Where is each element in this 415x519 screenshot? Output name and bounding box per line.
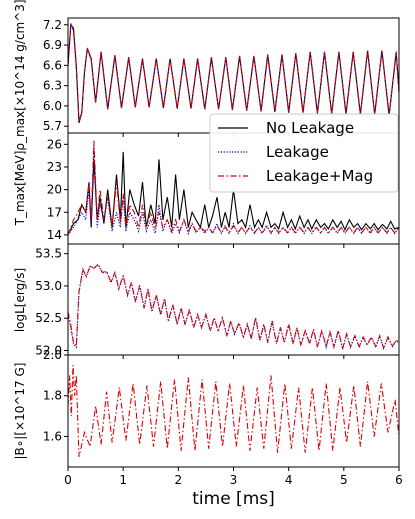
y-axis-label: logL[erg/s] [13,268,27,332]
series-leakage-mag-line [68,23,399,121]
legend: No Leakage Leakage Leakage+Mag [209,113,399,193]
legend-label: No Leakage [266,119,354,137]
y-tick-label: 26 [47,137,62,151]
panel-1: 7.2 6.9 6.6 6.3 6.0 5.7 ρ_max[×10^14 g/cm^3] [13,0,400,151]
y-tick-label: 7.2 [43,18,62,32]
x-tick-label: 0 [64,473,72,487]
y-tick-label: 14 [47,228,62,242]
y-tick-label: 17 [47,205,62,219]
x-tick-label: 1 [119,473,127,487]
x-tick-label: 6 [395,473,403,487]
panel-3: 53.5 53.0 52.5 52.0 logL[erg/s] [13,243,400,359]
y-tick-label: 52.5 [35,311,62,325]
y-tick-label: 2.0 [43,348,62,362]
legend-label: Leakage [266,143,329,161]
panel-4: 2.0 1.8 1.6 0 1 2 3 4 5 6 |B∘|[×10^17 G] time [ms] [13,348,403,509]
y-tick-label: 53.5 [35,247,62,261]
y-tick-label: 6.3 [43,79,62,93]
series-leakage-line [68,144,399,236]
series-leakage-mag-line [68,263,399,350]
y-tick-label: 6.0 [43,99,62,113]
y-tick-label: 20 [47,183,62,197]
y-tick-label: 6.9 [43,38,62,52]
y-tick-label: 23 [47,160,62,174]
panel-2: 26 23 20 17 14 T_max[MeV] [13,132,400,248]
y-tick-label: 1.8 [43,389,62,403]
y-axis-label: |B∘|[×10^17 G] [13,363,27,460]
y-tick-label: 6.6 [43,58,62,72]
x-axis-label: time [ms] [192,489,275,509]
y-tick-label: 5.7 [43,119,62,133]
legend-label: Leakage+Mag [266,167,373,185]
x-tick-label: 5 [340,473,348,487]
x-tick-label: 3 [230,473,238,487]
x-tick-label: 2 [175,473,183,487]
y-axis-label: T_max[MeV] [13,151,27,227]
y-tick-label: 52.0 [35,343,62,357]
y-axis-label: ρ_max[×10^14 g/cm^3] [13,0,27,151]
legend-frame [209,113,399,193]
y-tick-label: 53.0 [35,279,62,293]
x-tick-label: 4 [285,473,293,487]
y-tick-label: 1.6 [43,429,62,443]
